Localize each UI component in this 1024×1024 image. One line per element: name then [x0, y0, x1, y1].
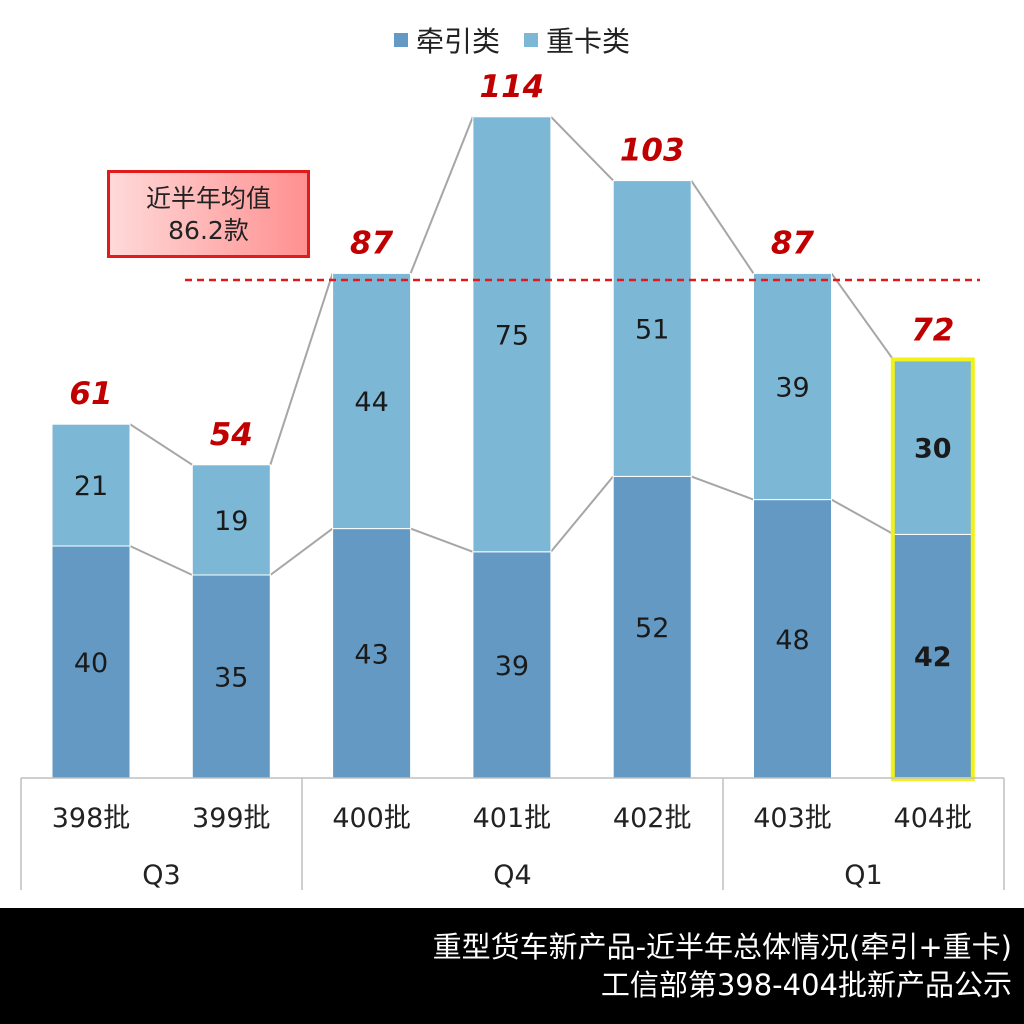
data-label-traction: 48	[775, 625, 809, 656]
data-label-heavy: 44	[354, 387, 388, 418]
bar-traction	[753, 499, 832, 779]
connector-line-traction	[550, 475, 614, 553]
highlight-frame	[890, 357, 975, 781]
connector-line-traction	[269, 527, 334, 576]
x-tick-label: 402批	[613, 803, 692, 834]
x-tick-label: 398批	[52, 803, 131, 834]
x-tick-label: 401批	[473, 803, 552, 834]
connector-line-total	[129, 423, 193, 466]
data-label-total: 103	[620, 133, 685, 169]
bar-heavy	[612, 180, 692, 477]
connector-line-traction	[129, 545, 193, 576]
data-label-heavy: 75	[495, 320, 529, 351]
bar-heavy	[191, 464, 271, 576]
bar-heavy	[472, 116, 552, 553]
bar-heavy	[51, 423, 131, 547]
data-label-total: 61	[69, 376, 112, 412]
footer-caption: 重型货车新产品-近半年总体情况(牵引+重卡) 工信部第398-404批新产品公示	[0, 908, 1024, 1024]
connector-line-traction	[690, 475, 754, 501]
data-label-traction: 42	[914, 642, 952, 673]
connector-line-total	[830, 272, 895, 361]
bar-traction	[893, 533, 973, 779]
connector-line-total	[269, 273, 334, 466]
connector-line-traction	[410, 527, 474, 553]
legend-label-traction: 牵引类	[415, 25, 500, 58]
data-label-total: 54	[210, 417, 253, 453]
x-tick-label: 399批	[192, 803, 271, 834]
data-label-total: 87	[350, 225, 394, 261]
average-label: 近半年均值	[145, 184, 271, 213]
footer-subtitle: 工信部第398-404批新产品公示	[600, 968, 1012, 1002]
data-label-traction: 39	[495, 651, 529, 682]
x-group-label: Q3	[142, 860, 180, 891]
legend-swatch-traction	[393, 33, 408, 47]
x-group-label: Q1	[844, 860, 882, 891]
data-label-total: 72	[911, 312, 954, 348]
legend: 牵引类 重卡类	[0, 20, 1024, 60]
data-label-traction: 35	[214, 663, 248, 694]
legend-swatch-heavy	[524, 33, 538, 47]
footer-title: 重型货车新产品-近半年总体情况(牵引+重卡)	[432, 930, 1012, 964]
average-value: 86.2款	[168, 216, 249, 245]
data-label-total: 87	[771, 225, 815, 261]
data-label-heavy: 51	[635, 315, 669, 346]
average-annotation: 近半年均值 86.2款	[107, 170, 310, 258]
data-label-total: 114	[480, 69, 545, 105]
data-label-traction: 40	[74, 648, 108, 679]
legend-label-heavy: 重卡类	[546, 25, 631, 58]
connector-line-total	[690, 180, 755, 274]
x-tick-label: 400批	[332, 803, 411, 834]
bar-traction	[332, 528, 412, 779]
data-label-traction: 43	[354, 639, 388, 670]
bar-heavy	[753, 272, 832, 501]
connector-line-total	[409, 116, 474, 274]
data-label-traction: 52	[635, 613, 669, 644]
data-label-heavy: 39	[775, 373, 809, 404]
data-label-heavy: 19	[214, 506, 248, 537]
legend-item-heavy[interactable]: 重卡类	[524, 20, 630, 60]
x-tick-label: 403批	[753, 803, 832, 834]
data-label-heavy: 30	[914, 433, 952, 464]
bar-heavy	[332, 272, 412, 530]
connector-line-traction	[831, 498, 895, 536]
x-tick-label: 404批	[894, 803, 973, 834]
data-label-heavy: 21	[74, 471, 108, 502]
connector-line-total	[550, 116, 614, 182]
legend-item-traction[interactable]: 牵引类	[393, 20, 500, 60]
x-group-label: Q4	[493, 860, 531, 891]
bar-traction	[51, 545, 131, 779]
